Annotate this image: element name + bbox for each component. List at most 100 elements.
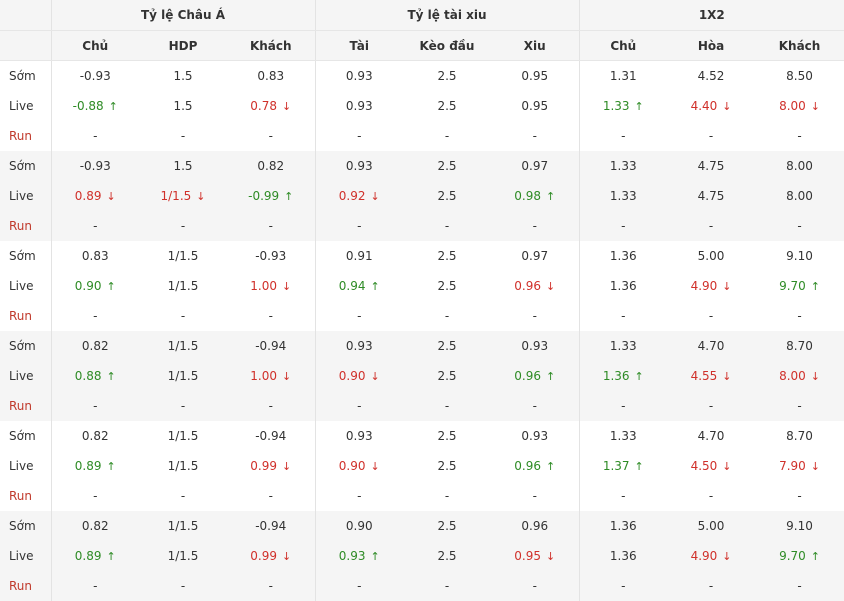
- odds-cell: -: [315, 211, 403, 241]
- odds-cell: 2.5: [403, 511, 491, 541]
- odds-cell: 1.36: [579, 271, 667, 301]
- odds-cell: -0.93: [227, 241, 315, 271]
- odds-cell: 2.5: [403, 241, 491, 271]
- odds-cell: 0.93: [315, 91, 403, 121]
- odds-cell: 1.31: [579, 61, 667, 92]
- odds-value: 0.82: [257, 159, 284, 173]
- arrow-up-icon: ↑: [284, 190, 293, 203]
- odds-value: 0.90: [346, 519, 373, 533]
- odds-cell: 8.70: [755, 331, 844, 361]
- odds-cell: 0.90↓: [315, 361, 403, 391]
- odds-value: 4.55: [691, 369, 718, 383]
- odds-value: -: [269, 579, 273, 593]
- odds-cell: 1/1.5↓: [139, 181, 227, 211]
- odds-value: 0.93: [339, 549, 366, 563]
- arrow-down-icon: ↓: [811, 460, 820, 473]
- arrow-up-icon: ↑: [107, 550, 116, 563]
- odds-value: 1.33: [603, 99, 630, 113]
- odds-cell: -: [403, 121, 491, 151]
- run-row-label: Run: [0, 211, 51, 241]
- odds-value: -: [445, 129, 449, 143]
- odds-cell: -: [491, 211, 579, 241]
- odds-cell: 1.33: [579, 181, 667, 211]
- odds-value: -: [709, 399, 713, 413]
- odds-cell: 0.94↑: [315, 271, 403, 301]
- odds-value: 0.78: [250, 99, 277, 113]
- odds-cell: 1/1.5: [139, 331, 227, 361]
- arrow-up-icon: ↑: [635, 370, 644, 383]
- odds-cell: -: [139, 391, 227, 421]
- odds-value: -0.94: [255, 429, 286, 443]
- odds-cell: -: [315, 301, 403, 331]
- early-row-label: Sớm: [0, 241, 51, 271]
- odds-cell: -: [579, 481, 667, 511]
- odds-value: 8.00: [786, 159, 813, 173]
- odds-cell: 4.52: [667, 61, 755, 92]
- odds-value: 0.96: [514, 279, 541, 293]
- odds-cell: 0.93: [491, 331, 579, 361]
- odds-cell: -: [227, 121, 315, 151]
- odds-value: -: [797, 309, 801, 323]
- arrow-down-icon: ↓: [282, 550, 291, 563]
- odds-value: 1/1.5: [168, 339, 199, 353]
- odds-cell: 1.36: [579, 241, 667, 271]
- odds-value: -: [181, 219, 185, 233]
- arrow-up-icon: ↑: [109, 100, 118, 113]
- odds-cell: 4.90↓: [667, 271, 755, 301]
- col-over: Tài: [315, 31, 403, 61]
- odds-value: 0.89: [75, 549, 102, 563]
- odds-cell: -: [51, 571, 139, 601]
- odds-value: 2.5: [437, 459, 456, 473]
- odds-value: 0.99: [250, 549, 277, 563]
- odds-cell: -: [491, 481, 579, 511]
- odds-value: -: [621, 579, 625, 593]
- odds-cell: -: [579, 571, 667, 601]
- odds-value: 0.99: [250, 459, 277, 473]
- odds-value: -: [533, 489, 537, 503]
- odds-value: -: [797, 129, 801, 143]
- odds-value: 1.33: [610, 159, 637, 173]
- odds-cell: 2.5: [403, 271, 491, 301]
- odds-cell: -: [51, 481, 139, 511]
- odds-cell: 0.92↓: [315, 181, 403, 211]
- odds-cell: -: [139, 571, 227, 601]
- arrow-up-icon: ↑: [546, 190, 555, 203]
- odds-value: 2.5: [437, 69, 456, 83]
- odds-value: 9.10: [786, 249, 813, 263]
- odds-value: 1.36: [610, 279, 637, 293]
- odds-value: -0.93: [80, 159, 111, 173]
- col-home-win: Chủ: [579, 31, 667, 61]
- odds-value: 8.70: [786, 429, 813, 443]
- early-row-label: Sớm: [0, 151, 51, 181]
- header-corner-sub: [0, 31, 51, 61]
- odds-value: 5.00: [698, 249, 725, 263]
- odds-value: 4.70: [698, 339, 725, 353]
- odds-value: -: [357, 399, 361, 413]
- odds-value: 2.5: [437, 549, 456, 563]
- odds-cell: -: [667, 481, 755, 511]
- odds-value: -: [269, 309, 273, 323]
- odds-cell: 1.36↑: [579, 361, 667, 391]
- odds-cell: 1.37↑: [579, 451, 667, 481]
- odds-value: 0.96: [514, 369, 541, 383]
- odds-value: -0.88: [73, 99, 104, 113]
- odds-value: 4.90: [691, 279, 718, 293]
- odds-cell: -: [51, 121, 139, 151]
- odds-value: -: [93, 129, 97, 143]
- odds-cell: -0.94: [227, 421, 315, 451]
- odds-value: -: [181, 129, 185, 143]
- arrow-down-icon: ↓: [722, 550, 731, 563]
- odds-cell: -: [667, 211, 755, 241]
- odds-cell: 2.5: [403, 361, 491, 391]
- odds-cell: 0.89↑: [51, 451, 139, 481]
- odds-value: 2.5: [437, 519, 456, 533]
- odds-cell: -: [227, 571, 315, 601]
- group-over-under: Tỷ lệ tài xiu: [315, 0, 579, 31]
- odds-cell: 5.00: [667, 241, 755, 271]
- odds-value: 0.93: [346, 339, 373, 353]
- run-row-label: Run: [0, 481, 51, 511]
- odds-cell: 4.40↓: [667, 91, 755, 121]
- odds-cell: -: [139, 481, 227, 511]
- odds-cell: 0.91: [315, 241, 403, 271]
- odds-value: -: [709, 489, 713, 503]
